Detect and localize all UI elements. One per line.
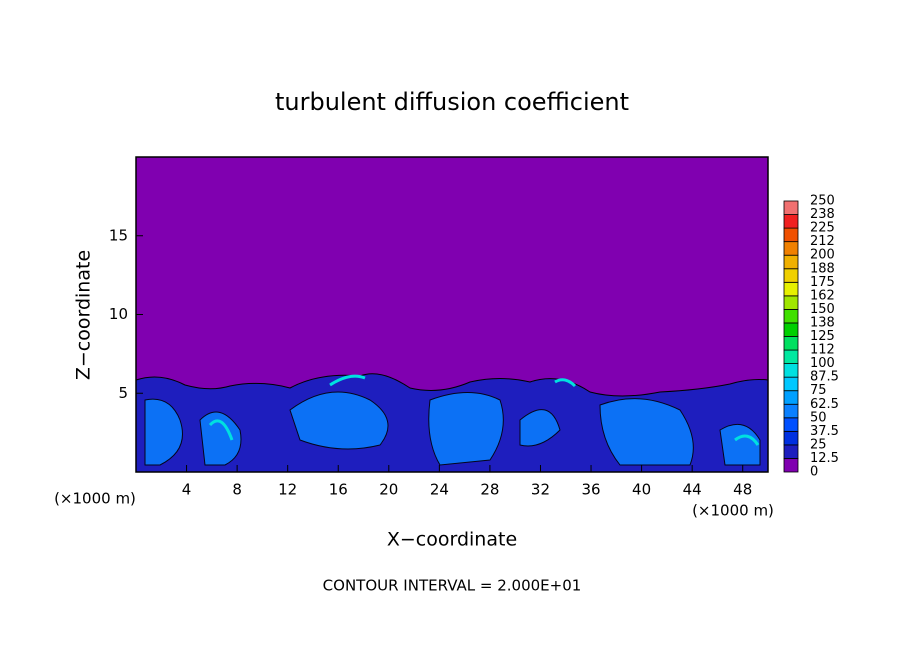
x-axis-label: X−coordinate <box>387 529 517 551</box>
field <box>135 157 769 473</box>
colorbar-label: 100 <box>810 356 835 371</box>
y-axis-label: Z−coordinate <box>73 250 95 380</box>
colorbar-label: 125 <box>810 329 835 344</box>
colorbar-segment <box>783 200 799 215</box>
colorbar-segment <box>783 403 799 419</box>
colorbar-label: 175 <box>810 275 835 290</box>
colorbar-label: 0 <box>810 465 818 480</box>
colorbar-label: 87.5 <box>810 370 839 385</box>
x-tick-label: 20 <box>379 481 398 499</box>
colorbar-label: 188 <box>810 261 835 276</box>
x-tick-label: 36 <box>581 481 600 499</box>
colorbar-label: 138 <box>810 315 835 330</box>
x-tick-label: 4 <box>182 481 192 499</box>
colorbar-label: 75 <box>810 383 827 398</box>
colorbar-segment <box>783 227 799 243</box>
annotation: CONTOUR INTERVAL = 2.000E+01 <box>323 577 582 595</box>
colorbar-label: 225 <box>810 221 835 236</box>
colorbar-segment <box>783 363 799 378</box>
colorbar-label: 50 <box>810 410 827 425</box>
colorbar-label: 25 <box>810 437 827 452</box>
colorbar-label: 200 <box>810 248 835 263</box>
colorbar-segment <box>783 336 799 351</box>
x-tick-label: 24 <box>430 481 449 499</box>
x-tick-label: 32 <box>531 481 550 499</box>
colorbar-label: 212 <box>810 234 835 249</box>
colorbar-segment <box>783 308 799 324</box>
y-tick-label: 15 <box>109 226 128 244</box>
y-tick-label: 10 <box>109 305 128 323</box>
x-tick-label: 44 <box>683 481 702 499</box>
colorbar-label: 62.5 <box>810 397 839 412</box>
y-tick-label: 5 <box>118 384 128 402</box>
x-tick-label: 48 <box>733 481 752 499</box>
colorbar-segment <box>783 376 799 392</box>
colorbar-label: 12.5 <box>810 451 839 466</box>
colorbar-segment <box>783 349 799 364</box>
colorbar-segment <box>783 281 799 297</box>
x-tick-label: 40 <box>632 481 651 499</box>
colorbar-segment <box>783 241 799 256</box>
colorbar-segment <box>783 295 799 310</box>
colorbar-segment <box>783 430 799 446</box>
colorbar-label: 150 <box>810 302 835 317</box>
colorbar-segment <box>783 214 799 229</box>
x-unit-left: (×1000 m) <box>54 490 136 508</box>
colorbar-segment <box>783 268 799 283</box>
colorbar-segment <box>783 390 799 405</box>
x-tick-label: 8 <box>232 481 242 499</box>
x-unit-right: (×1000 m) <box>692 502 774 520</box>
colorbar-segment <box>783 322 799 337</box>
colorbar-label: 250 <box>810 194 835 209</box>
colorbar-label: 112 <box>810 343 835 358</box>
x-tick-label: 12 <box>278 481 297 499</box>
colorbar-label: 238 <box>810 207 835 222</box>
colorbar-segment <box>783 254 799 270</box>
field-patch <box>144 391 761 466</box>
chart-title: turbulent diffusion coefficient <box>275 88 629 116</box>
x-tick-label: 16 <box>329 481 348 499</box>
colorbar-segment <box>783 458 799 473</box>
x-tick-label: 28 <box>480 481 499 499</box>
colorbar-label: 162 <box>810 288 835 303</box>
field-peak <box>208 374 760 446</box>
colorbar-segment <box>783 444 799 459</box>
colorbar-label: 37.5 <box>810 424 839 439</box>
colorbar-segment <box>783 417 799 432</box>
